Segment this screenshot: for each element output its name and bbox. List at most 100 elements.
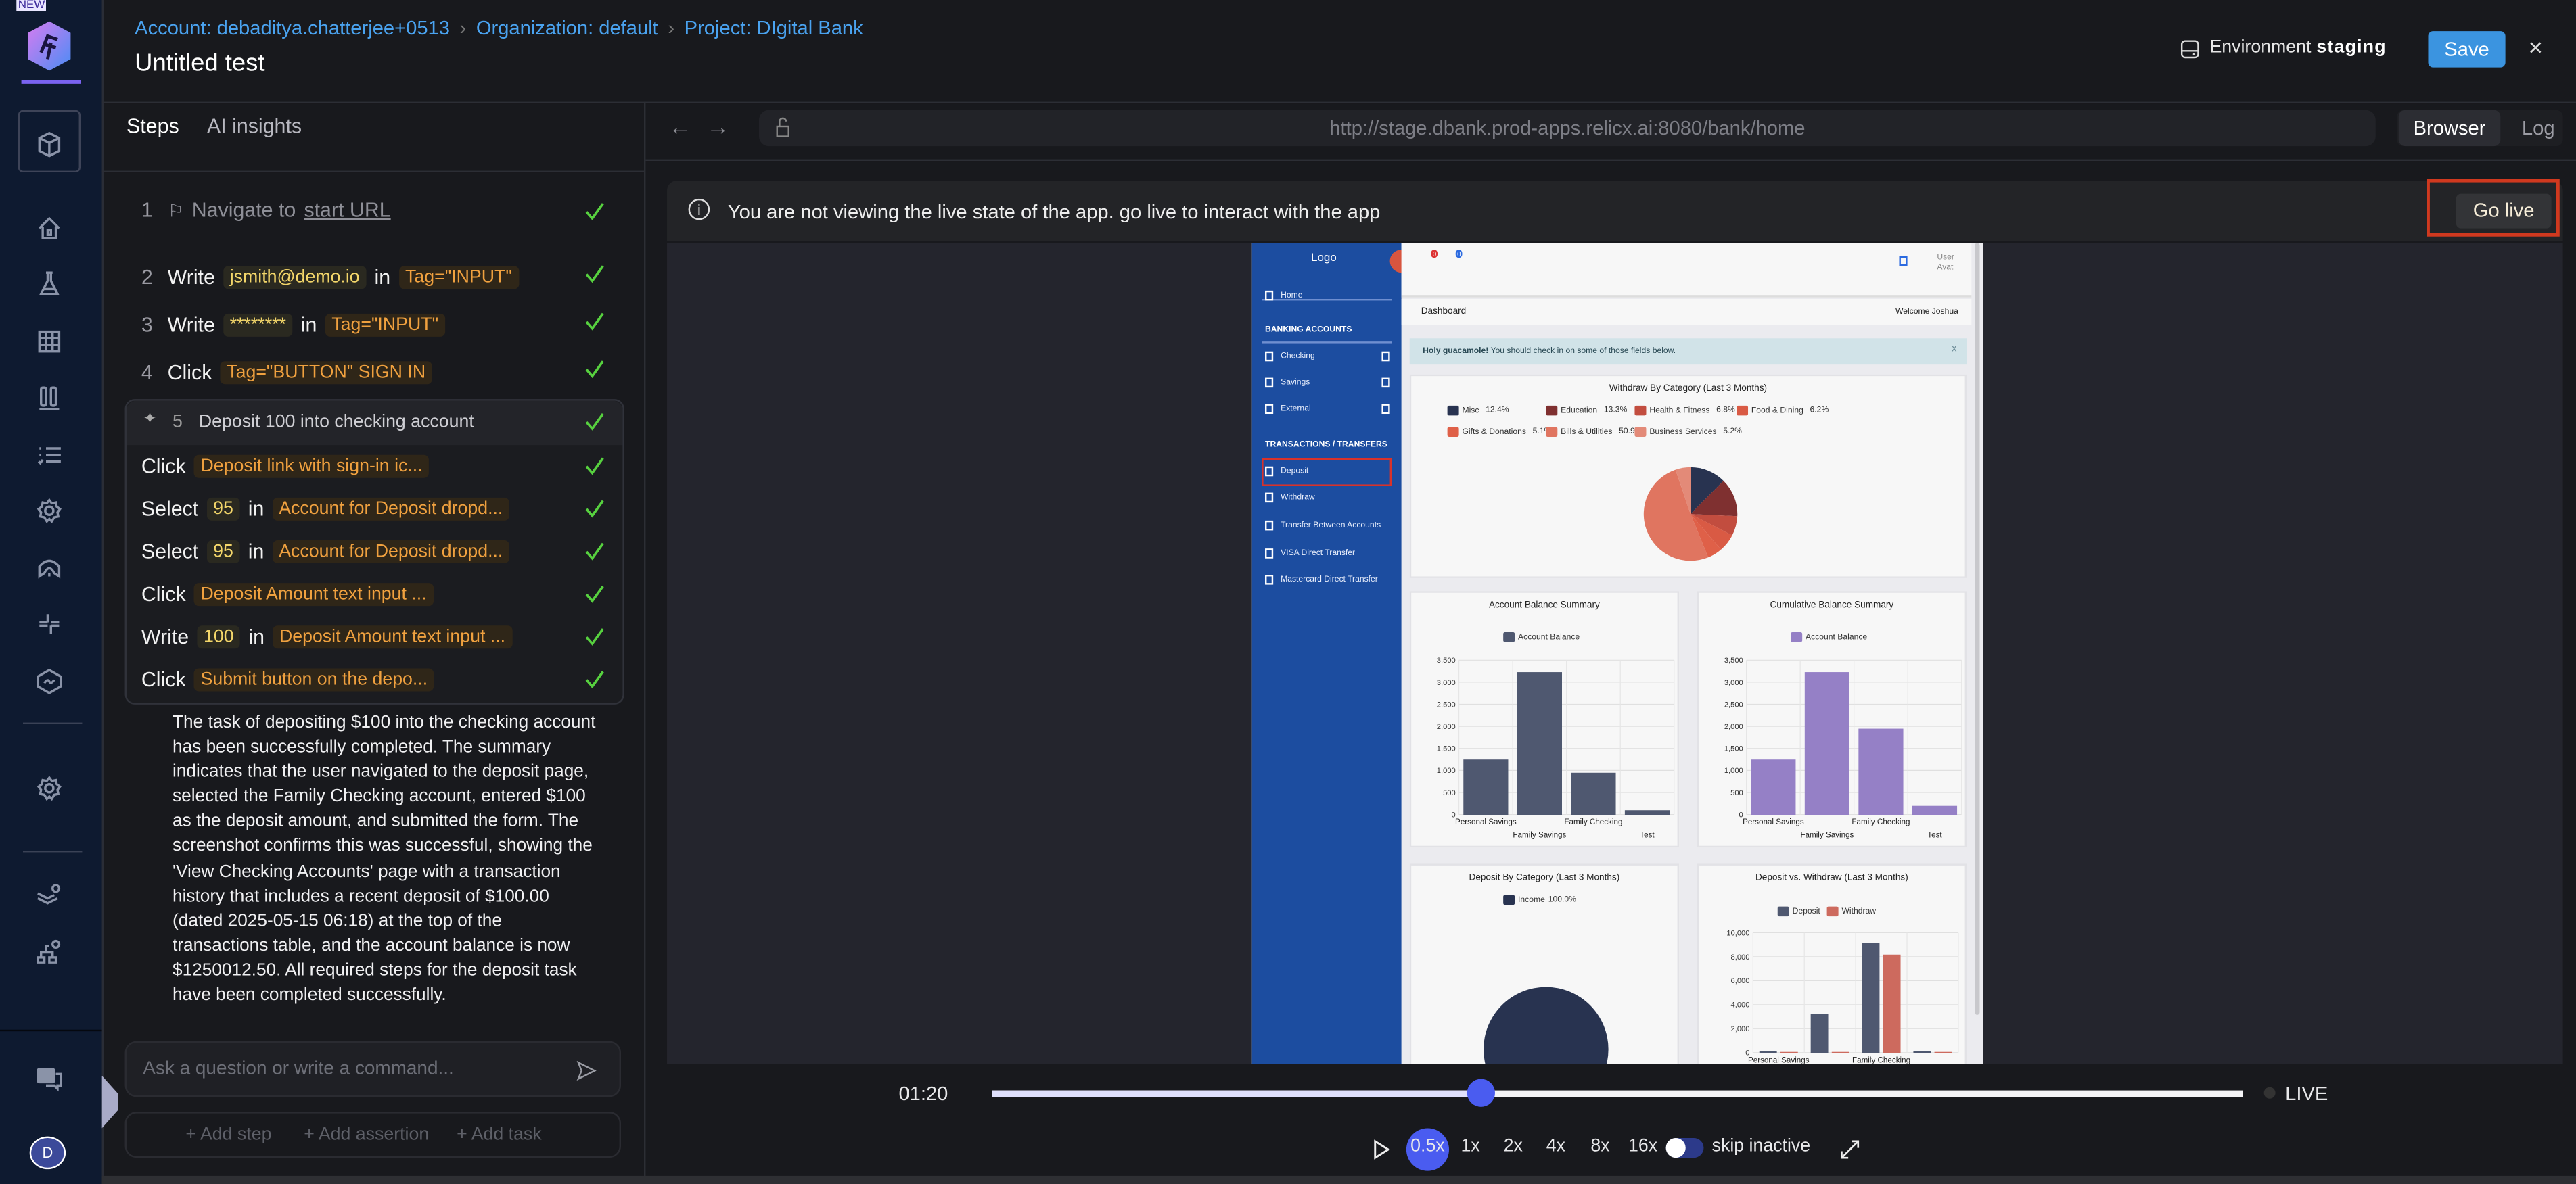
- back-arrow-icon[interactable]: ←: [668, 113, 692, 140]
- page-title[interactable]: Untitled test: [135, 49, 265, 78]
- forward-arrow-icon[interactable]: →: [706, 113, 730, 140]
- step-group-header[interactable]: ✦ 5 Deposit 100 into checking account: [127, 400, 623, 446]
- logo-underline: [21, 80, 81, 84]
- notification-badge: 0: [1431, 250, 1438, 258]
- speed-option-2x[interactable]: 2x: [1503, 1136, 1523, 1156]
- sidebar-nav: NEW D: [0, 0, 104, 1184]
- bar: [1624, 810, 1670, 815]
- skip-inactive-toggle[interactable]: [1665, 1138, 1704, 1158]
- home-icon[interactable]: [34, 214, 64, 243]
- panel-divider[interactable]: [644, 101, 646, 1184]
- app-nav-section: TRANSACTIONS / TRANSFERS: [1265, 440, 1387, 450]
- breadcrumb-project[interactable]: Project: DIgital Bank: [684, 16, 863, 40]
- start-url-link[interactable]: start URL: [304, 198, 391, 222]
- tab-log[interactable]: Log: [2521, 116, 2555, 140]
- go-live-button[interactable]: Go live: [2456, 193, 2552, 229]
- tab-browser[interactable]: Browser: [2398, 110, 2501, 147]
- environment-value[interactable]: staging: [2316, 37, 2387, 58]
- tab-steps[interactable]: Steps: [127, 115, 179, 139]
- app-page-header: Dashboard Welcome Joshua: [1401, 299, 1972, 325]
- breadcrumb-organization[interactable]: Organization: default: [476, 16, 658, 40]
- app-scrollbar[interactable]: [1975, 243, 1980, 1015]
- step-item[interactable]: 4 Click Tag="BUTTON" SIGN IN: [141, 358, 432, 387]
- app-nav-checking: Checking: [1265, 352, 1315, 362]
- speed-option-1x[interactable]: 1x: [1460, 1136, 1480, 1156]
- chart-card-cumulative-balance: Cumulative Balance Summary 0 500 1,000 1,50…: [1697, 591, 1967, 848]
- substep-item[interactable]: Select 95 in Account for Deposit dropd...: [141, 494, 510, 524]
- nav-divider: [0, 1029, 102, 1032]
- app-nav-visa: VISA Direct Transfer: [1265, 548, 1355, 559]
- speed-option-4x[interactable]: 4x: [1546, 1136, 1566, 1156]
- divider: [101, 101, 2576, 104]
- step-item[interactable]: 1 ⚐ Navigate to start URL: [141, 198, 391, 222]
- tab-ai-insights[interactable]: AI insights: [207, 115, 302, 139]
- divider: [645, 159, 2576, 162]
- speed-option-0.5x[interactable]: 0.5x: [1410, 1136, 1445, 1156]
- flask-icon[interactable]: [34, 269, 64, 299]
- y-tick-label: 2,000: [1724, 723, 1743, 731]
- legend-swatch: [1546, 427, 1558, 437]
- timeline-track[interactable]: [992, 1079, 2243, 1107]
- link-icon[interactable]: [34, 667, 64, 696]
- timeline-thumb[interactable]: [1467, 1079, 1495, 1107]
- step-item[interactable]: 3 Write ******** in Tag="INPUT": [141, 310, 445, 340]
- app-logo[interactable]: [24, 20, 74, 72]
- columns-icon[interactable]: [34, 383, 64, 412]
- play-icon[interactable]: [1373, 1138, 1390, 1160]
- layers-settings-icon[interactable]: [34, 882, 64, 911]
- y-tick-label: 1,000: [1724, 767, 1743, 775]
- sitemap-settings-icon[interactable]: [34, 938, 64, 968]
- speed-option-16x[interactable]: 16x: [1628, 1136, 1658, 1156]
- save-button[interactable]: Save: [2428, 31, 2506, 68]
- settings-icon[interactable]: [34, 496, 64, 525]
- add-assertion-button[interactable]: + Add assertion: [304, 1124, 430, 1145]
- step-target: Submit button on the depo...: [193, 668, 434, 692]
- pie-slice: [1690, 480, 1738, 517]
- breadcrumb-account[interactable]: Account: debadityа.chatterjee+0513: [135, 16, 450, 40]
- integrations-icon[interactable]: [34, 609, 64, 639]
- fullscreen-icon[interactable]: [1840, 1138, 1860, 1159]
- check-icon: [585, 455, 605, 475]
- cube-icon[interactable]: [34, 130, 64, 160]
- square-icon: [1381, 351, 1390, 362]
- arch-icon[interactable]: [34, 553, 64, 583]
- message-badge: 0: [1455, 250, 1463, 258]
- pie-slice: [1690, 514, 1722, 558]
- avatar[interactable]: D: [29, 1136, 66, 1170]
- x-tick-label: Personal Savings: [1748, 1056, 1810, 1064]
- x-tick-label: Test: [1640, 831, 1655, 840]
- nav-divider: [23, 722, 83, 725]
- substep-item[interactable]: Click Submit button on the depo...: [141, 665, 434, 695]
- list-check-icon[interactable]: [34, 440, 64, 470]
- y-tick-label: 10,000: [1726, 929, 1749, 937]
- environment-icon: [2180, 38, 2200, 59]
- app-nav-external: External: [1265, 404, 1311, 415]
- settings-icon[interactable]: [34, 774, 64, 803]
- user-avatar: User Avat: [1937, 253, 1954, 273]
- x-tick-label: Family Checking: [1564, 818, 1622, 826]
- send-icon[interactable]: [576, 1059, 597, 1081]
- help-chat-icon[interactable]: [34, 1064, 64, 1094]
- substep-item[interactable]: Click Deposit link with sign-in ic...: [141, 452, 430, 481]
- url-bar[interactable]: http://stage.dbank.prod-apps.relicx.ai:8…: [759, 110, 2376, 147]
- substep-item[interactable]: Write 100 in Deposit Amount text input ...: [141, 622, 512, 652]
- close-icon[interactable]: ×: [2528, 34, 2543, 63]
- nav-item-active[interactable]: [18, 110, 81, 173]
- grid-icon[interactable]: [34, 327, 64, 356]
- bar: [1517, 672, 1562, 815]
- substep-item[interactable]: Select 95 in Account for Deposit dropd...: [141, 537, 510, 567]
- pie-chart: [1484, 987, 1609, 1064]
- x-tick-label: Personal Savings: [1743, 818, 1804, 826]
- y-tick-label: 1,500: [1437, 745, 1456, 753]
- add-task-button[interactable]: + Add task: [457, 1124, 542, 1145]
- y-tick-label: 3,500: [1724, 657, 1743, 665]
- step-item[interactable]: 2 Write jsmith@demo.io in Tag="INPUT": [141, 263, 519, 293]
- substep-item[interactable]: Click Deposit Amount text input ...: [141, 579, 434, 609]
- command-input[interactable]: Ask a question or write a command...: [124, 1041, 622, 1097]
- y-tick-label: 0: [1745, 1049, 1749, 1058]
- live-label[interactable]: LIVE: [2285, 1082, 2328, 1106]
- collapse-toggle[interactable]: [101, 1075, 118, 1129]
- speed-option-8x[interactable]: 8x: [1590, 1136, 1610, 1156]
- pie-slice: [1675, 467, 1691, 515]
- add-step-button[interactable]: + Add step: [185, 1124, 272, 1145]
